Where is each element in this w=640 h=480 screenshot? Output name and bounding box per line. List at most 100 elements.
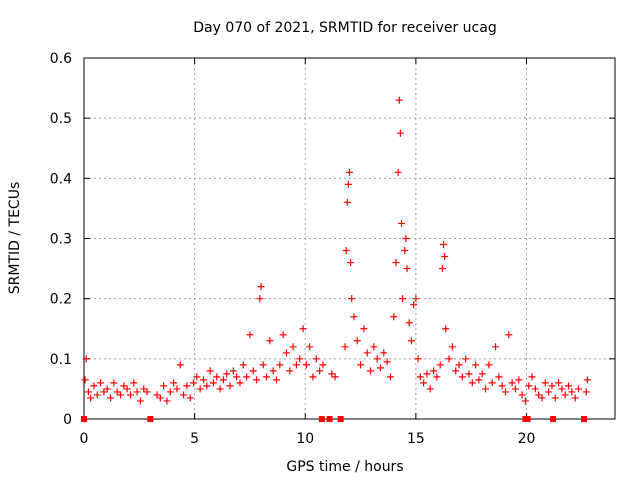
data-point [140,385,148,393]
data-point [346,168,353,176]
data-point [462,355,470,363]
data-point [511,385,519,393]
data-point [414,355,422,363]
data-point [206,367,214,375]
data-point [399,295,407,303]
data-point [545,388,553,396]
data-point [478,370,486,378]
data-point [501,388,509,396]
x-tick-label: 20 [518,431,536,447]
data-point [508,379,516,387]
data-point [350,313,358,321]
data-point [87,394,95,402]
data-point [436,361,444,369]
data-point [233,373,241,381]
data-point [312,355,320,363]
data-point [452,367,460,375]
data-point [126,391,134,399]
data-point [286,367,294,375]
data-point [465,370,473,378]
data-point [468,379,476,387]
data-point [360,325,368,333]
y-tick-label: 0.1 [50,352,72,368]
data-point [558,385,566,393]
data-point [347,259,355,267]
y-tick-label: 0.3 [50,232,72,248]
data-point [376,364,384,372]
data-point [401,247,409,255]
data-point [256,295,264,303]
data-point [266,337,274,345]
data-point [90,382,98,390]
data-point [209,379,217,387]
data-point [173,385,181,393]
data-point [279,331,287,339]
data-point [416,373,424,381]
data-point [445,355,453,363]
data-point [475,376,483,384]
data-points [81,96,591,422]
data-point [160,382,168,390]
data-point [433,373,441,381]
data-point [186,394,194,402]
data-point [319,361,327,369]
data-point [521,397,529,405]
data-point [269,367,277,375]
data-point [571,394,579,402]
data-point [458,373,466,381]
data-point [344,180,352,188]
data-point [216,385,224,393]
data-point [412,295,420,303]
data-point [395,96,403,104]
y-tick-label: 0.5 [50,111,72,127]
y-axis-label: SRMTID / TECUs [7,182,23,295]
data-point [498,382,506,390]
zero-value-marker [337,416,344,422]
data-point [402,235,410,242]
zero-value-marker [581,416,588,422]
data-point [341,343,349,351]
data-point [440,241,448,249]
data-point [130,379,138,387]
data-point [223,370,231,378]
data-point [97,379,105,387]
data-point [236,379,244,387]
data-point [156,394,164,402]
data-point [309,373,317,381]
data-point [353,337,361,345]
data-point [555,379,563,387]
data-point [531,385,539,393]
y-tick-label: 0.4 [50,171,72,187]
data-point [380,349,388,357]
data-point [272,376,280,384]
data-point [263,373,271,381]
data-point [133,388,141,396]
data-point [505,331,513,339]
data-point [397,219,405,227]
data-point [343,198,351,206]
data-point [448,343,456,351]
data-point [243,373,251,381]
data-point [289,343,297,351]
data-point [383,358,391,366]
data-point [472,361,480,369]
data-point [193,373,201,381]
data-point [113,388,121,396]
zero-value-marker [318,416,325,422]
data-point [81,376,89,384]
data-point [257,283,265,291]
data-point [583,376,591,384]
data-point [328,370,336,378]
x-axis-label: GPS time / hours [286,459,403,475]
data-point [110,379,118,387]
x-tick-label: 5 [190,431,199,447]
x-tick-label: 0 [80,431,89,447]
data-point [136,397,144,405]
data-point [82,355,90,363]
data-point [548,382,556,390]
data-point [403,265,411,273]
data-point [213,373,221,381]
data-point [574,385,582,393]
